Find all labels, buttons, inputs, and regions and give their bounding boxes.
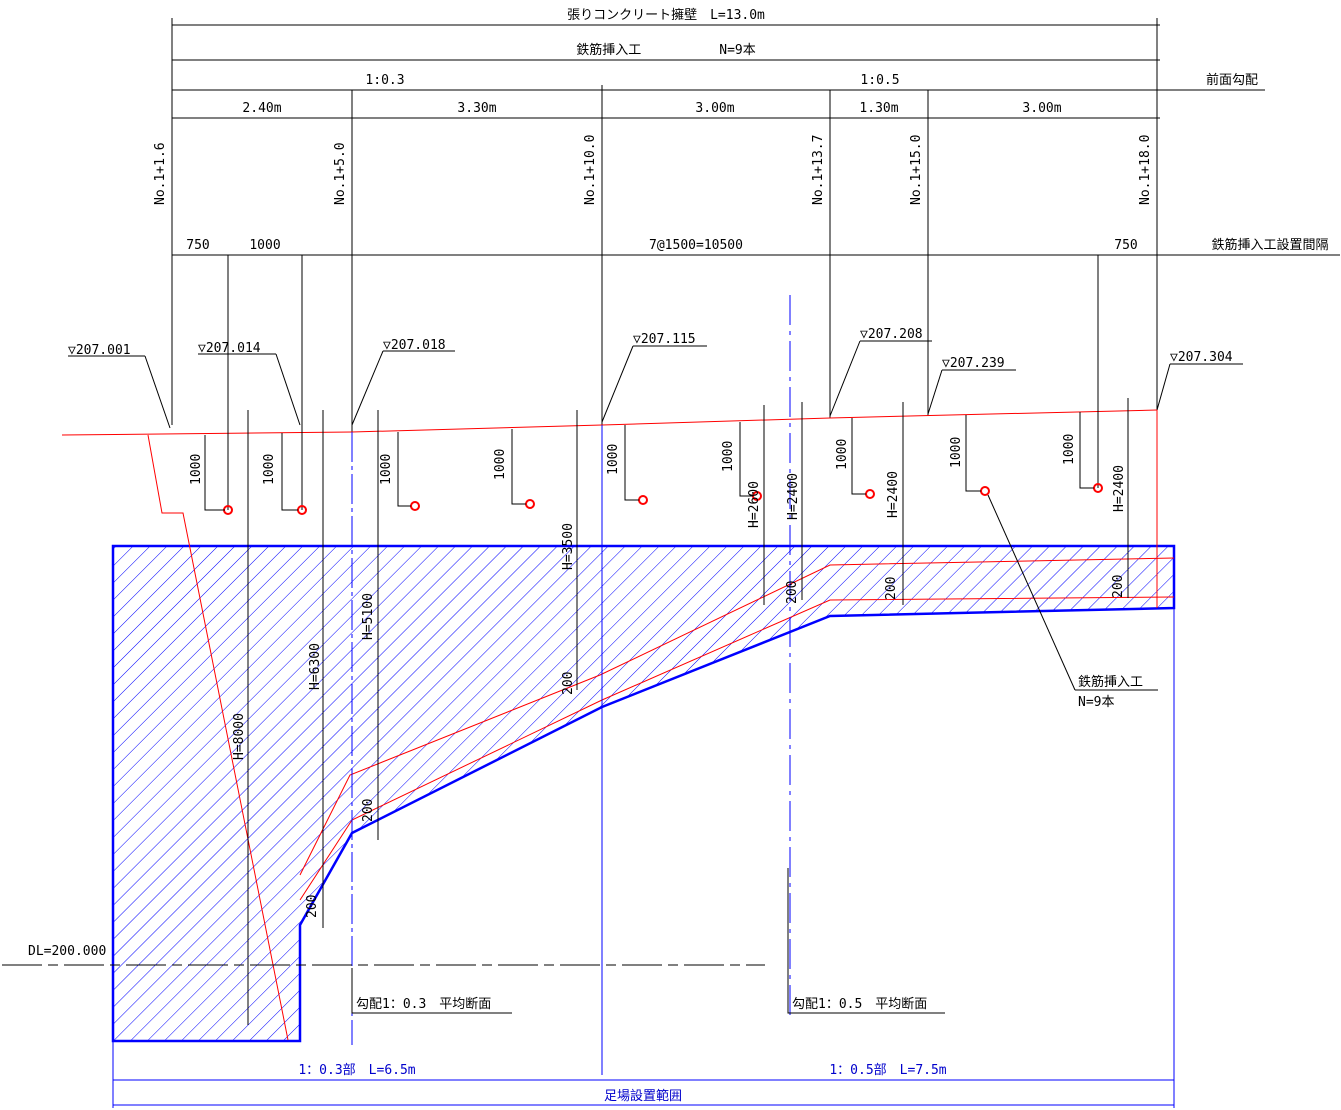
segment-1-label: 2.40m (242, 101, 281, 116)
slope-right-label: 1:0.5 (860, 73, 899, 88)
elevation-7: ▽207.304 (1170, 350, 1233, 365)
svg-text:1000: 1000 (379, 454, 394, 485)
scaffold-label: 足場設置範囲 (604, 1088, 682, 1104)
svg-text:1000: 1000 (1062, 434, 1077, 465)
svg-text:200: 200 (361, 799, 376, 822)
datum-label: DL=200.000 (28, 944, 106, 959)
datum-line: DL=200.000 (2, 944, 765, 966)
svg-text:200: 200 (305, 895, 320, 918)
concrete-wall-hatch (111, 544, 1176, 1043)
spacing-left-2: 1000 (249, 238, 280, 253)
bottom-dimensions: 1：0.3部 L=6.5m 1：0.5部 L=7.5m 足場設置範囲 (113, 1063, 1174, 1106)
spacing-right: 750 (1114, 238, 1137, 253)
height-2400-b: H=2400 (886, 471, 901, 518)
elevation-6: ▽207.239 (942, 356, 1005, 371)
svg-text:1000: 1000 (262, 454, 277, 485)
rebar-callout: 鉄筋挿入工 N=9本 (987, 494, 1158, 710)
segment-2-label: 3.30m (457, 101, 496, 116)
average-section-labels: 勾配1：0.3 平均断面 勾配1：0.5 平均断面 (351, 868, 945, 1014)
rebar-markers: 1000 1000 1000 1000 1000 1000 1000 1000 … (189, 255, 1103, 515)
spacing-left-1: 750 (186, 238, 209, 253)
svg-text:200: 200 (1111, 575, 1126, 598)
height-5100: H=5100 (361, 593, 376, 640)
station-5: No.1+15.0 (909, 135, 924, 205)
svg-text:1000: 1000 (606, 444, 621, 475)
avg-section-left: 勾配1：0.3 平均断面 (356, 997, 491, 1012)
avg-section-right: 勾配1：0.5 平均断面 (792, 997, 927, 1012)
spacing-label: 鉄筋挿入工設置間隔 (1211, 237, 1328, 253)
segment-4-label: 1.30m (859, 101, 898, 116)
svg-text:200: 200 (884, 577, 899, 600)
front-slope-label: 前面勾配 (1206, 72, 1258, 88)
station-1: No.1+1.6 (153, 142, 168, 205)
wall-title: 張りコンクリート擁壁 L=13.0m (567, 8, 765, 23)
rebar-bolt-8 (980, 486, 990, 496)
bottom-right-label: 1：0.5部 L=7.5m (829, 1063, 946, 1078)
height-dimensions: H=8000 H=6300 H=5100 H=3500 H=2600 H=240… (232, 398, 1129, 1025)
height-8000: H=8000 (232, 713, 247, 760)
station-4: No.1+13.7 (811, 135, 826, 205)
height-2600: H=2600 (747, 481, 762, 528)
top-dimensions: 張りコンクリート擁壁 L=13.0m 鉄筋挿入工 N=9本 1:0.3 1:0.… (171, 8, 1340, 432)
rebar-bolt-4 (525, 499, 535, 509)
svg-text:1000: 1000 (835, 439, 850, 470)
height-2400-a: H=2400 (786, 473, 801, 520)
height-3500: H=3500 (561, 523, 576, 570)
slope-left-label: 1:0.3 (365, 73, 404, 88)
center-lines (112, 295, 1175, 1108)
elevation-3: ▽207.018 (383, 338, 446, 353)
segment-5-label: 3.00m (1022, 101, 1061, 116)
rebar-bolt-7 (865, 489, 875, 499)
svg-text:1000: 1000 (721, 441, 736, 472)
height-2400-c: H=2400 (1112, 465, 1127, 512)
svg-text:200: 200 (561, 672, 576, 695)
station-3: No.1+10.0 (583, 135, 598, 205)
rebar-bolt-5 (638, 495, 648, 505)
spacing-mid: 7@1500=10500 (649, 238, 743, 253)
svg-text:200: 200 (785, 581, 800, 604)
height-6300: H=6300 (308, 643, 323, 690)
rebar-title: 鉄筋挿入工 N=9本 (576, 42, 755, 58)
rebar-callout-count: N=9本 (1078, 695, 1114, 710)
elevation-4: ▽207.115 (633, 332, 696, 347)
bottom-left-label: 1：0.3部 L=6.5m (298, 1063, 415, 1078)
elevation-5: ▽207.208 (860, 327, 923, 342)
svg-text:1000: 1000 (493, 449, 508, 480)
rebar-bolt-3 (410, 501, 420, 511)
elevation-markers: ▽207.001 ▽207.014 ▽207.018 ▽207.115 ▽207… (68, 327, 1243, 429)
station-2: No.1+5.0 (333, 142, 348, 205)
segment-3-label: 3.00m (695, 101, 734, 116)
rebar-callout-title: 鉄筋挿入工 (1078, 674, 1143, 690)
elevation-2: ▽207.014 (198, 341, 261, 356)
svg-text:1000: 1000 (189, 454, 204, 485)
elevation-1: ▽207.001 (68, 343, 131, 358)
station-6: No.1+18.0 (1138, 135, 1153, 205)
svg-text:1000: 1000 (949, 437, 964, 468)
station-labels: No.1+1.6 No.1+5.0 No.1+10.0 No.1+13.7 No… (153, 135, 1153, 205)
